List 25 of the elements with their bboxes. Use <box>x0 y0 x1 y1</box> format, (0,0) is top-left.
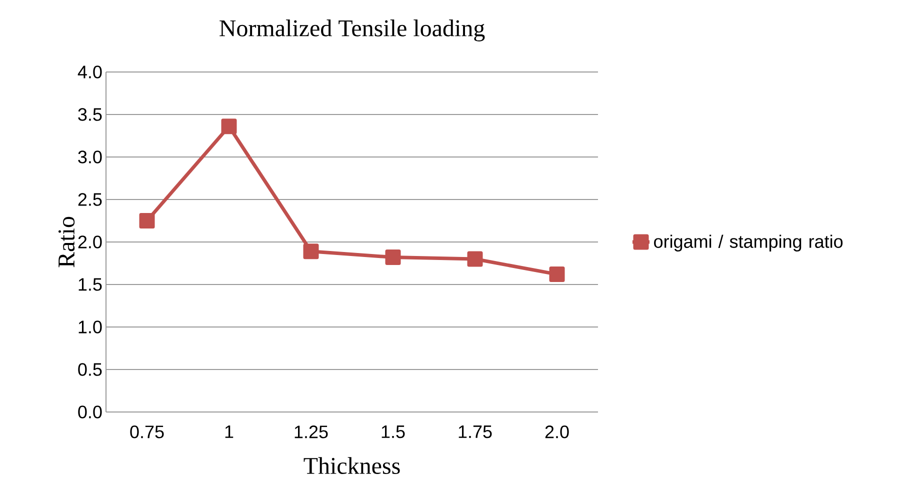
x-tick-label: 2.0 <box>545 426 569 438</box>
y-tick-label: 3.5 <box>78 108 102 121</box>
x-tick-label: 1.25 <box>294 426 328 438</box>
point <box>467 251 483 267</box>
y-tick-label: 1.0 <box>78 320 102 334</box>
x-axis-title: Thickness <box>304 457 400 474</box>
x-tick-label: 1.75 <box>458 426 492 438</box>
y-tick-label: 3.0 <box>78 150 102 164</box>
y-tick-label: 1.5 <box>78 278 102 291</box>
y-tick-label: 2.0 <box>78 236 102 248</box>
point <box>303 244 319 260</box>
legend-label: origami / stamping ratio <box>654 234 843 252</box>
x-tick-label: 1.5 <box>382 426 405 438</box>
x-tick-label: 1 <box>225 426 234 438</box>
y-tick-label: 4.0 <box>78 66 102 78</box>
point <box>139 213 155 228</box>
y-tick-label: 0.0 <box>78 406 102 418</box>
chart-title: Normalized Tensile loading <box>220 20 485 42</box>
y-axis-title: Ratio <box>58 216 75 268</box>
y-tick-label: 0.5 <box>78 363 102 376</box>
y-tick-label: 2.5 <box>78 193 102 206</box>
point <box>385 250 401 266</box>
x-tick-label: 0.75 <box>130 426 164 438</box>
point <box>549 266 565 282</box>
point <box>221 118 237 134</box>
